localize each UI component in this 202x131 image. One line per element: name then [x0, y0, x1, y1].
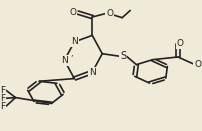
Text: O: O — [106, 9, 113, 18]
Text: N: N — [89, 68, 96, 77]
Text: F: F — [0, 94, 5, 103]
Text: N: N — [71, 37, 78, 46]
Text: N: N — [61, 56, 68, 65]
Text: O: O — [69, 8, 76, 17]
Text: F: F — [0, 86, 5, 95]
Text: O: O — [177, 39, 184, 48]
Text: S: S — [120, 51, 126, 61]
Text: F: F — [0, 102, 5, 111]
Text: ’: ’ — [70, 55, 73, 64]
Text: O: O — [194, 60, 201, 69]
